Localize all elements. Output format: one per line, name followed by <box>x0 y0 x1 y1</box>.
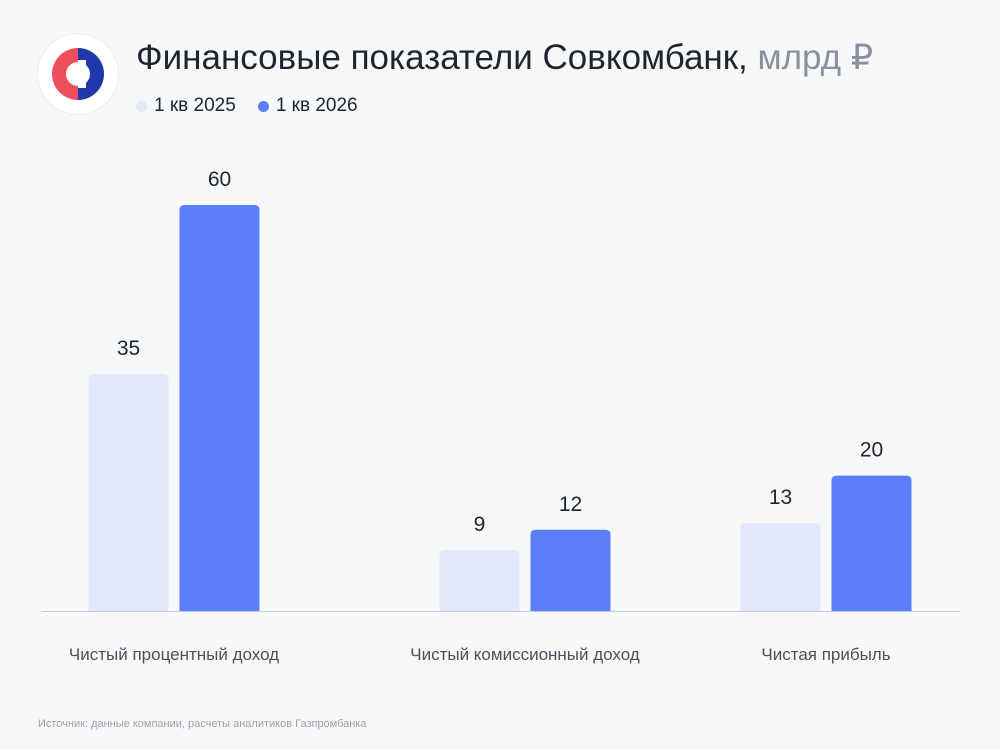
category-label-net-profit: Чистая прибыль <box>761 645 890 664</box>
bar-net-fee-income-2026 <box>530 529 611 611</box>
bar-net-profit-2026 <box>831 475 912 611</box>
bar-net-fee-income-2025 <box>439 550 520 611</box>
legend-label-2025: 1 кв 2025 <box>154 95 236 116</box>
bar-chart: 35 60 Чистый процентный доход 9 12 Чистый ком… <box>42 168 960 664</box>
source-note: Источник: данные компании, расчеты анали… <box>38 718 367 730</box>
data-label-net-interest-income-2025: 35 <box>117 337 140 360</box>
legend-item-2026: 1 кв 2026 <box>257 95 358 117</box>
category-label-net-fee-income: Чистый комиссионный доход <box>410 645 640 664</box>
title-text: Финансовые показатели Совкомбанк, <box>136 38 748 77</box>
bar-net-interest-income-2026 <box>179 205 260 611</box>
page-title: Финансовые показатели Совкомбанк, млрд ₽ <box>136 36 873 80</box>
category-label-net-interest-income: Чистый процентный доход <box>69 645 279 664</box>
data-label-net-fee-income-2026: 12 <box>559 493 582 516</box>
data-label-net-profit-2026: 20 <box>860 439 883 462</box>
legend-label-2026: 1 кв 2026 <box>275 95 358 116</box>
title-unit: млрд ₽ <box>757 38 874 77</box>
legend-dot-2025 <box>136 100 147 112</box>
legend-item-2025: 1 кв 2025 <box>136 95 236 117</box>
bar-net-interest-income-2025 <box>88 374 169 611</box>
legend-dot-2026 <box>257 100 269 112</box>
chart-legend: 1 кв 2025 1 кв 2026 <box>136 95 380 117</box>
sovcombank-logo-icon <box>38 34 118 114</box>
data-label-net-interest-income-2026: 60 <box>208 168 231 191</box>
data-label-net-fee-income-2025: 9 <box>474 513 486 536</box>
data-label-net-profit-2025: 13 <box>769 486 792 509</box>
bar-net-profit-2025 <box>740 523 821 611</box>
